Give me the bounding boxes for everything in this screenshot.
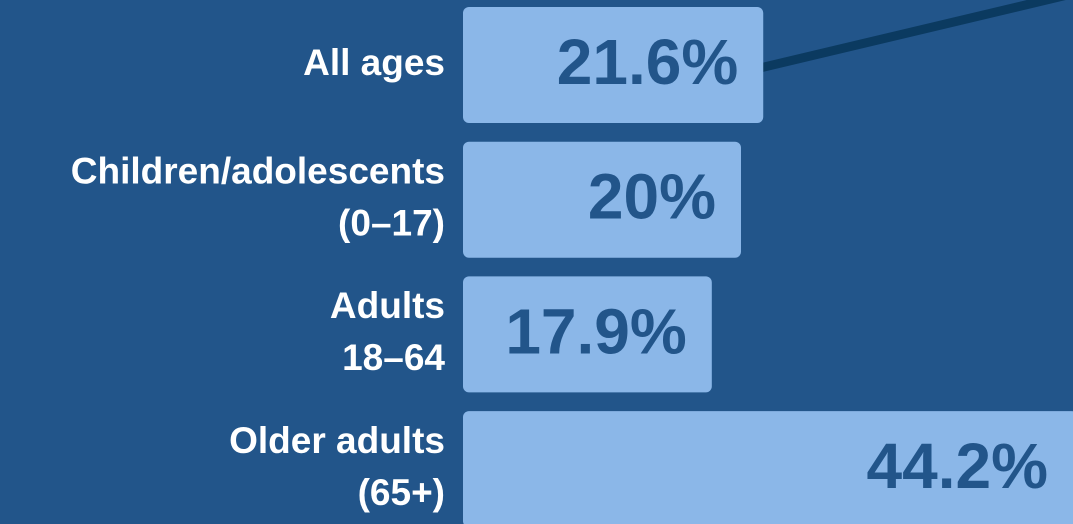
bar <box>463 7 764 123</box>
category-label: (0–17) <box>338 202 445 243</box>
value-label: 17.9% <box>505 295 686 367</box>
category-label: Adults <box>330 285 445 326</box>
category-label: 18–64 <box>342 337 445 378</box>
category-label: Older adults <box>229 420 445 461</box>
bar <box>463 141 741 258</box>
category-label: Children/adolescents <box>71 150 445 191</box>
bar <box>463 276 712 393</box>
category-label: (65+) <box>358 472 445 513</box>
bar <box>463 411 1073 524</box>
bars: 21.6% All ages 20% Children/adolescents (0–1… <box>71 7 1073 524</box>
value-label: 44.2% <box>867 430 1048 502</box>
value-label: 20% <box>588 161 716 233</box>
value-label: 21.6% <box>557 26 738 98</box>
connector-line <box>758 0 1066 73</box>
category-label: All ages <box>303 42 445 83</box>
